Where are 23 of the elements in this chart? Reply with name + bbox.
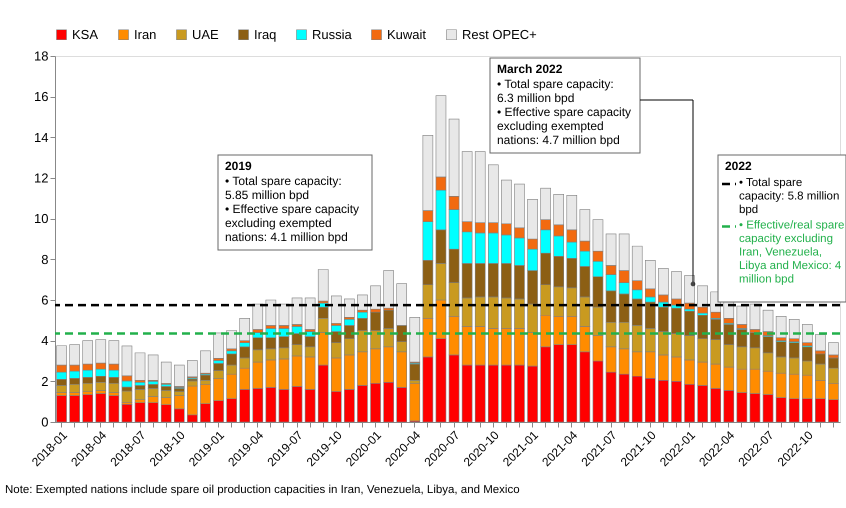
legend-label: KSA <box>72 26 98 42</box>
y-tick-label: 12 <box>34 170 48 186</box>
annotation: 2022 <box>725 159 752 173</box>
y-tick-label: 8 <box>41 252 48 267</box>
y-tick-label: 2 <box>41 374 48 389</box>
y-tick-label: 10 <box>34 211 48 226</box>
legend-label: Rest OPEC+ <box>462 26 537 42</box>
y-tick-label: 6 <box>41 292 48 308</box>
annotation: March 2022 • Total spare capacity: 6.3 million bpd • Effective spare capacity excluding exempted nations: 4.7 million bpd <box>497 62 632 147</box>
y-tick-label: 0 <box>41 414 48 430</box>
legend-label: Iraq <box>254 26 276 42</box>
y-tick-label: 4 <box>41 333 48 348</box>
y-tick-label: 14 <box>34 130 48 145</box>
legend-label: UAE <box>192 26 220 42</box>
y-tick-label: 16 <box>34 89 48 104</box>
annotation: 2019 • Total spare capacity: 5.85 million bpd • Effective spare capacity excluding exempted nations: 4.1 million bpd <box>225 159 360 244</box>
legend-label: • Total spare capacity: 5.8 million bpd <box>739 177 840 216</box>
y-tick-label: 18 <box>34 48 48 64</box>
legend-label: Kuwait <box>387 26 426 42</box>
legend-label: Russia <box>312 26 353 42</box>
text: Note: Exempted nations include spare oil production capacities in Iran, Venezuela, Libya, and Mexico <box>5 484 520 496</box>
legend-label: Iran <box>134 26 156 42</box>
legend-label: • Effective/real spare capacity excluding Iran, Venezuela, Libya and Mexico: 4 million bpd <box>739 220 844 286</box>
